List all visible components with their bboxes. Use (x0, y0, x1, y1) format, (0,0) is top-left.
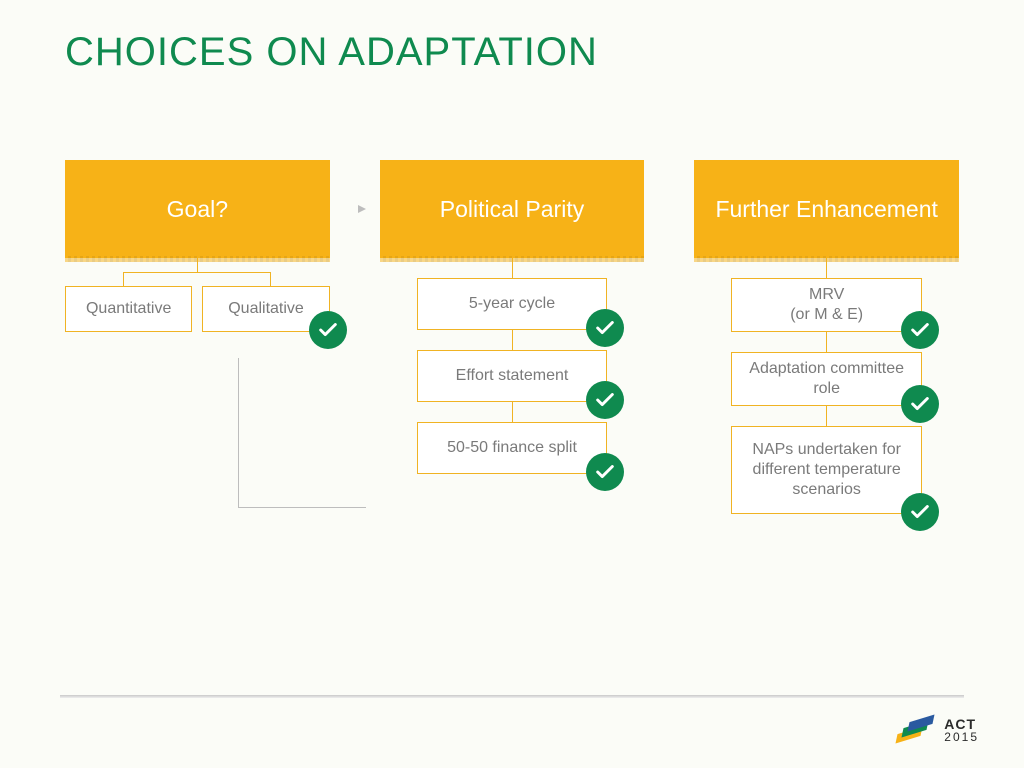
item-5-year-cycle: 5-year cycle (417, 278, 608, 330)
item-label: NAPs undertaken for different temperatur… (738, 440, 915, 500)
check-icon (901, 385, 939, 423)
item-label: Adaptation committee role (738, 359, 915, 399)
item-adaptation-committee: Adaptation committee role (731, 352, 922, 406)
stem (826, 406, 827, 426)
col-header-parity: Political Parity (380, 160, 645, 258)
item-naps: NAPs undertaken for different temperatur… (731, 426, 922, 514)
option-label: Qualitative (228, 299, 304, 319)
goal-options: Quantitative Qualitative (65, 286, 330, 332)
columns: Goal? Quantitative Qualitative Political… (65, 160, 959, 514)
logo-text: ACT 2015 (944, 717, 979, 743)
item-label: Effort statement (456, 366, 569, 386)
item-effort-statement: Effort statement (417, 350, 608, 402)
check-icon (586, 381, 624, 419)
stem (826, 332, 827, 352)
option-qualitative: Qualitative (202, 286, 329, 332)
split-bar (123, 272, 271, 286)
check-icon (901, 493, 939, 531)
act-logo: ACT 2015 (898, 714, 979, 746)
item-label: 50-50 finance split (447, 438, 577, 458)
item-label: MRV (or M & E) (790, 285, 863, 325)
col-further-enhancement: Further Enhancement MRV (or M & E) Adapt… (694, 160, 959, 514)
col-political-parity: Political Parity 5-year cycle Effort sta… (380, 160, 645, 514)
item-finance-split: 50-50 finance split (417, 422, 608, 474)
check-icon (901, 311, 939, 349)
stem (512, 330, 513, 350)
item-mrv: MRV (or M & E) (731, 278, 922, 332)
col-header-goal: Goal? (65, 160, 330, 258)
item-label: 5-year cycle (469, 294, 555, 314)
footer-divider (60, 695, 964, 698)
logo-year: 2015 (944, 730, 979, 744)
col-header-enhancement: Further Enhancement (694, 160, 959, 258)
check-icon (309, 311, 347, 349)
stem (512, 402, 513, 422)
check-icon (586, 309, 624, 347)
page-title: CHOICES ON ADAPTATION (65, 30, 598, 75)
check-icon (586, 453, 624, 491)
col-goal: Goal? Quantitative Qualitative (65, 160, 330, 514)
option-quantitative: Quantitative (65, 286, 192, 332)
option-label: Quantitative (86, 299, 171, 319)
logo-arrows-icon (898, 714, 938, 746)
